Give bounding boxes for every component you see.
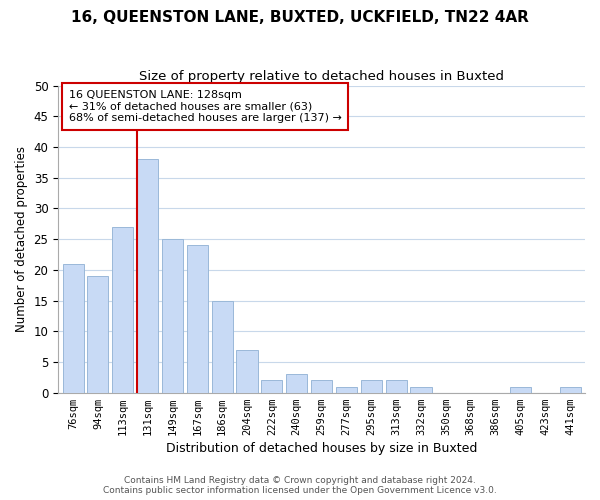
Bar xyxy=(62,264,83,392)
Bar xyxy=(410,386,431,392)
X-axis label: Distribution of detached houses by size in Buxted: Distribution of detached houses by size … xyxy=(166,442,477,455)
Bar xyxy=(286,374,307,392)
Text: 16, QUEENSTON LANE, BUXTED, UCKFIELD, TN22 4AR: 16, QUEENSTON LANE, BUXTED, UCKFIELD, TN… xyxy=(71,10,529,25)
Bar xyxy=(560,386,581,392)
Bar xyxy=(361,380,382,392)
Title: Size of property relative to detached houses in Buxted: Size of property relative to detached ho… xyxy=(139,70,504,83)
Bar xyxy=(262,380,283,392)
Bar xyxy=(212,300,233,392)
Y-axis label: Number of detached properties: Number of detached properties xyxy=(15,146,28,332)
Bar xyxy=(386,380,407,392)
Bar xyxy=(112,227,133,392)
Text: 16 QUEENSTON LANE: 128sqm
← 31% of detached houses are smaller (63)
68% of semi-: 16 QUEENSTON LANE: 128sqm ← 31% of detac… xyxy=(68,90,341,124)
Bar xyxy=(88,276,109,392)
Bar xyxy=(162,239,183,392)
Bar xyxy=(311,380,332,392)
Bar xyxy=(510,386,531,392)
Text: Contains HM Land Registry data © Crown copyright and database right 2024.
Contai: Contains HM Land Registry data © Crown c… xyxy=(103,476,497,495)
Bar xyxy=(336,386,357,392)
Bar xyxy=(187,246,208,392)
Bar xyxy=(236,350,257,393)
Bar xyxy=(137,160,158,392)
